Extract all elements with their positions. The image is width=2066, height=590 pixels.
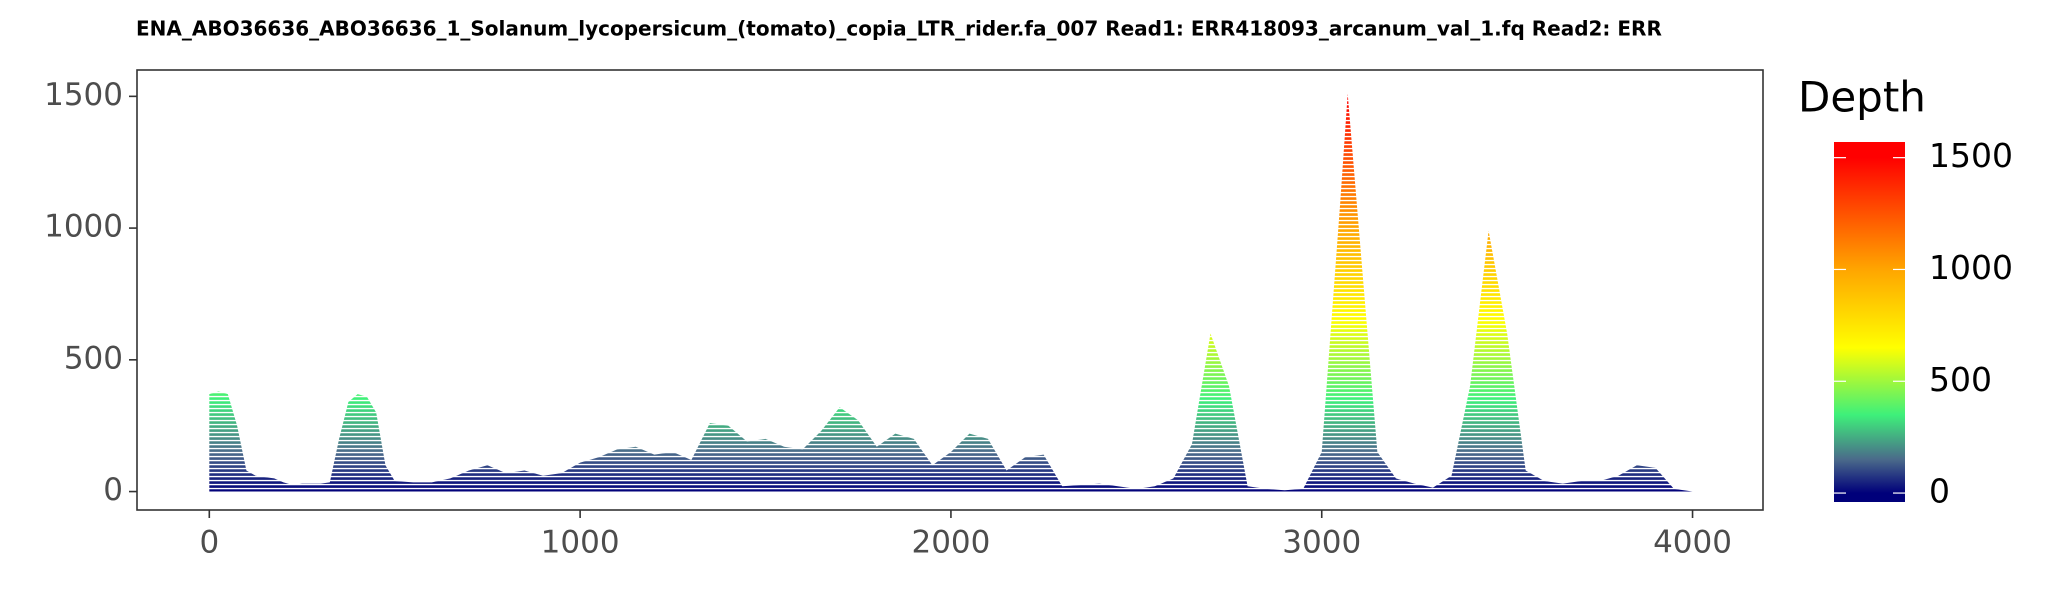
x-tick-label: 3000 [1282, 525, 1361, 561]
colorbar-label: 1500 [1929, 136, 2013, 175]
y-tick-label: 1500 [44, 77, 123, 113]
x-tick-label: 2000 [911, 525, 990, 561]
x-tick-label: 0 [199, 525, 219, 561]
y-tick-label: 0 [103, 472, 123, 508]
x-tick-label: 4000 [1653, 525, 1732, 561]
colorbar-label: 1000 [1929, 248, 2013, 287]
x-tick-label: 1000 [541, 525, 620, 561]
colorbar-label: 0 [1929, 472, 1950, 511]
chart-title: ENA_ABO36636_ABO36636_1_Solanum_lycopers… [136, 17, 1662, 41]
colorbar-label: 500 [1929, 360, 1992, 399]
legend-title: Depth [1798, 73, 1926, 122]
y-tick-label: 500 [64, 340, 123, 376]
panel-border [136, 69, 1764, 511]
colorbar [1834, 142, 1905, 502]
depth-area [209, 93, 1693, 492]
y-tick-label: 1000 [44, 209, 123, 245]
